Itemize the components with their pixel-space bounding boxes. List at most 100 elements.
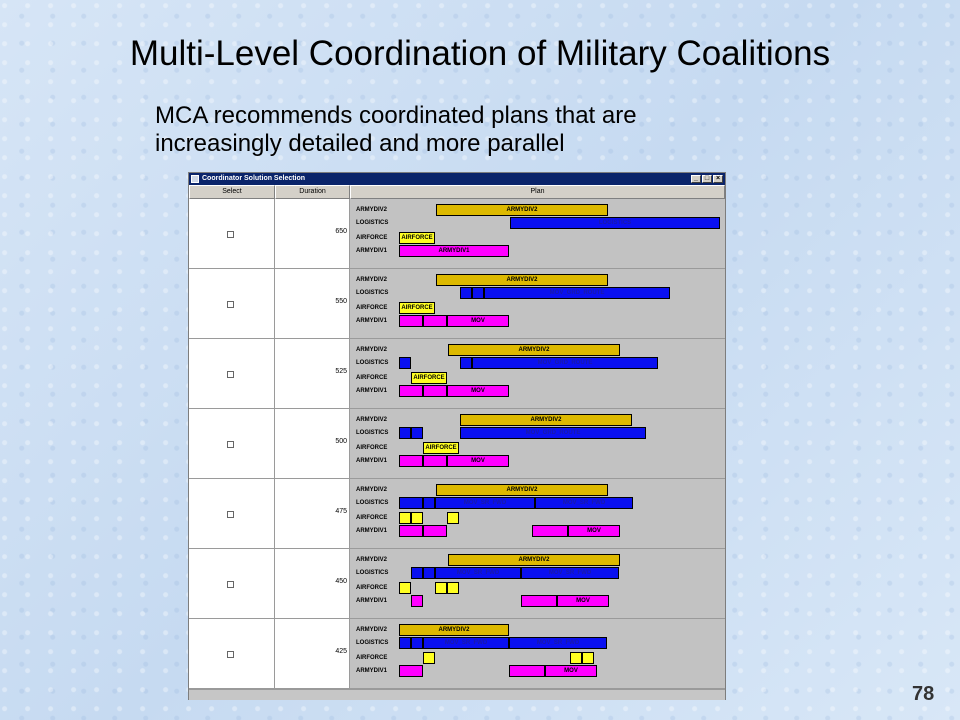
- plan-task-bar[interactable]: AIRFORCE: [399, 232, 435, 244]
- table-row[interactable]: 650 ARMYDIV2 LOGISTICS AIRFORCE ARMYDIV1 ARMY…: [189, 199, 725, 269]
- plan-task-bar[interactable]: [411, 567, 423, 579]
- lane-label: ARMYDIV2: [356, 417, 388, 423]
- maximize-button[interactable]: □: [702, 175, 712, 183]
- plan-task-bar[interactable]: [399, 582, 411, 594]
- duration-cell: 650: [275, 199, 350, 269]
- plan-task-bar[interactable]: ARMYDIV2: [460, 414, 632, 426]
- plan-task-bar[interactable]: AIRFORCE: [411, 372, 447, 384]
- plan-task-bar[interactable]: AIRFORCE: [399, 302, 435, 314]
- plan-task-bar[interactable]: [472, 287, 484, 299]
- plan-task-bar[interactable]: [423, 385, 447, 397]
- plan-task-bar[interactable]: MOV: [447, 385, 509, 397]
- lane-label: LOGISTICS: [356, 430, 389, 436]
- plan-task-bar[interactable]: [532, 525, 568, 537]
- plan-task-bar[interactable]: [435, 582, 447, 594]
- plan-task-bar[interactable]: [521, 595, 557, 607]
- plan-task-bar[interactable]: [399, 315, 423, 327]
- plan-cell: ARMYDIV2 LOGISTICS AIRFORCE ARMYDIV1 ARMYDIV…: [350, 199, 725, 269]
- slide-subtitle: MCA recommends coordinated plans that ar…: [155, 102, 875, 158]
- plan-task-bar[interactable]: [423, 567, 435, 579]
- table-row[interactable]: 475 ARMYDIV2 LOGISTICS AIRFORCE ARMYDIV1 ARMY…: [189, 479, 725, 549]
- plan-task-bar[interactable]: [423, 525, 447, 537]
- select-checkbox[interactable]: [227, 301, 234, 308]
- plan-task-bar[interactable]: ARMYDIV2: [448, 344, 620, 356]
- plan-task-bar[interactable]: [399, 497, 423, 509]
- duration-cell: 450: [275, 549, 350, 619]
- plan-task-bar[interactable]: AIRFORCE: [423, 442, 459, 454]
- plan-task-bar[interactable]: [423, 497, 435, 509]
- page-number: 78: [912, 683, 935, 705]
- plan-task-bar[interactable]: [399, 637, 411, 649]
- plan-task-bar[interactable]: MOV: [447, 455, 509, 467]
- select-cell: [189, 479, 275, 549]
- plan-task-bar[interactable]: [509, 665, 545, 677]
- table-row[interactable]: 425 ARMYDIV2 LOGISTICS AIRFORCE ARMYDIV1 ARMY…: [189, 619, 725, 689]
- plan-task-bar[interactable]: [399, 385, 423, 397]
- plan-task-bar[interactable]: [399, 357, 411, 369]
- table-row[interactable]: 550 ARMYDIV2 LOGISTICS AIRFORCE ARMYDIV1 ARMY…: [189, 269, 725, 339]
- plan-task-bar[interactable]: LOGISTICS: [510, 217, 720, 229]
- window-title: Coordinator Solution Selection: [202, 175, 306, 182]
- plan-task-bar[interactable]: MOV: [447, 315, 509, 327]
- select-checkbox[interactable]: [227, 371, 234, 378]
- plan-task-bar[interactable]: [460, 357, 472, 369]
- lane-label: ARMYDIV1: [356, 318, 388, 324]
- plan-task-bar[interactable]: [411, 595, 423, 607]
- lane-label: AIRFORCE: [356, 515, 388, 521]
- plan-task-bar[interactable]: [582, 652, 594, 664]
- lane-label: AIRFORCE: [356, 445, 388, 451]
- duration-cell: 525: [275, 339, 350, 409]
- minimize-button[interactable]: _: [691, 175, 701, 183]
- plan-task-bar[interactable]: [423, 315, 447, 327]
- plan-task-bar[interactable]: [423, 652, 435, 664]
- plan-task-bar[interactable]: MOV_SR_FWD: [423, 637, 509, 649]
- table-row[interactable]: 450 ARMYDIV2 LOGISTICS AIRFORCE ARMYDIV1 ARMY…: [189, 549, 725, 619]
- plan-task-bar[interactable]: [411, 637, 423, 649]
- plan-task-bar[interactable]: [399, 455, 423, 467]
- select-checkbox[interactable]: [227, 581, 234, 588]
- column-header-duration[interactable]: Duration: [275, 185, 350, 199]
- plan-task-bar[interactable]: [460, 287, 472, 299]
- plan-task-bar[interactable]: MOV_SR_FWD: [435, 567, 521, 579]
- plan-task-bar[interactable]: ARMYDIV2: [448, 554, 620, 566]
- column-header-select[interactable]: Select: [189, 185, 275, 199]
- plan-task-bar[interactable]: ARMYDIV1: [399, 245, 509, 257]
- plan-task-bar[interactable]: MOV_SR_FWD: [521, 567, 619, 579]
- lane-label: AIRFORCE: [356, 585, 388, 591]
- plan-task-bar[interactable]: [570, 652, 582, 664]
- plan-task-bar[interactable]: [447, 512, 459, 524]
- plan-task-bar[interactable]: [399, 665, 423, 677]
- plan-task-bar[interactable]: MOV_SR_FWD: [435, 497, 535, 509]
- plan-task-bar[interactable]: [399, 427, 411, 439]
- plan-task-bar[interactable]: [423, 455, 447, 467]
- select-checkbox[interactable]: [227, 231, 234, 238]
- plan-task-bar[interactable]: [411, 427, 423, 439]
- window-titlebar[interactable]: Coordinator Solution Selection _ □ ×: [189, 173, 725, 185]
- plan-task-bar[interactable]: MOV_SR_FWD: [535, 497, 633, 509]
- plan-task-bar[interactable]: [447, 582, 459, 594]
- plan-task-bar[interactable]: MOV: [545, 665, 597, 677]
- plan-task-bar[interactable]: MOV_GRD_ROUTE: [484, 287, 670, 299]
- lane-label: ARMYDIV2: [356, 347, 388, 353]
- plan-task-bar[interactable]: ARMYDIV2: [436, 204, 608, 216]
- plan-task-bar[interactable]: MOV_SR_FWD: [509, 637, 607, 649]
- window-status-bar: [189, 689, 725, 700]
- plan-task-bar[interactable]: [399, 525, 423, 537]
- plan-task-bar[interactable]: MOV_GRD_ROUTE: [472, 357, 658, 369]
- plan-task-bar[interactable]: [399, 512, 411, 524]
- duration-value: 525: [335, 368, 347, 375]
- select-checkbox[interactable]: [227, 441, 234, 448]
- plan-task-bar[interactable]: ARMYDIV2: [436, 484, 608, 496]
- plan-task-bar[interactable]: MOV: [557, 595, 609, 607]
- table-row[interactable]: 525 ARMYDIV2 LOGISTICS AIRFORCE ARMYDIV1 ARMY…: [189, 339, 725, 409]
- column-header-plan[interactable]: Plan: [350, 185, 725, 199]
- plan-task-bar[interactable]: MOV: [568, 525, 620, 537]
- close-button[interactable]: ×: [713, 175, 723, 183]
- plan-task-bar[interactable]: ARMYDIV2: [399, 624, 509, 636]
- select-checkbox[interactable]: [227, 511, 234, 518]
- plan-task-bar[interactable]: ARMYDIV2: [436, 274, 608, 286]
- table-row[interactable]: 500 ARMYDIV2 LOGISTICS AIRFORCE ARMYDIV1 ARMY…: [189, 409, 725, 479]
- plan-task-bar[interactable]: [411, 512, 423, 524]
- select-checkbox[interactable]: [227, 651, 234, 658]
- plan-task-bar[interactable]: MOV_GRD_ROUTE: [460, 427, 646, 439]
